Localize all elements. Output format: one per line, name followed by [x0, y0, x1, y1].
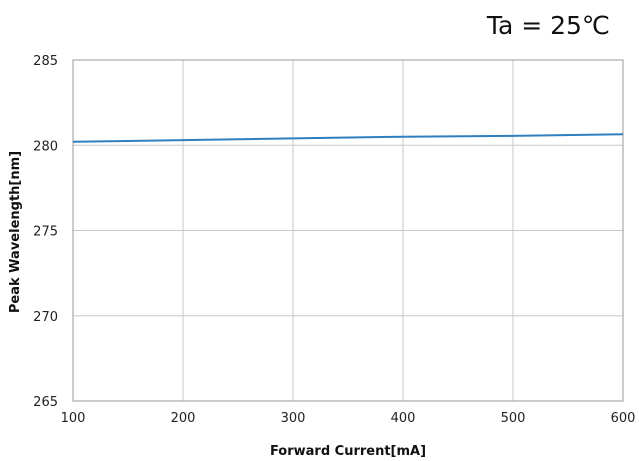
x-tick-label-500: 500: [501, 411, 526, 426]
series-line-0: [72, 133, 624, 143]
y-axis-label: Peak Wavelength[nm]: [8, 151, 23, 313]
y-axis-ticks: 265 270 275 280 285: [33, 54, 58, 410]
x-tick-label-600: 600: [611, 411, 636, 426]
series-layer: [72, 133, 624, 143]
condition-annotation: Ta = 25℃: [486, 11, 610, 40]
plot-frame: [72, 59, 624, 402]
x-tick-label-400: 400: [391, 411, 416, 426]
x-axis-ticks: 100 200 300 400 500 600: [61, 411, 636, 426]
y-tick-label-285: 285: [33, 54, 58, 69]
grid: [73, 60, 623, 401]
x-tick-label-100: 100: [61, 411, 86, 426]
y-tick-label-275: 275: [33, 225, 58, 240]
y-tick-label-265: 265: [33, 395, 58, 410]
x-tick-label-300: 300: [281, 411, 306, 426]
y-tick-label-280: 280: [33, 139, 58, 154]
x-axis-label: Forward Current[mA]: [270, 444, 426, 459]
y-tick-label-270: 270: [33, 310, 58, 325]
x-tick-label-200: 200: [171, 411, 196, 426]
